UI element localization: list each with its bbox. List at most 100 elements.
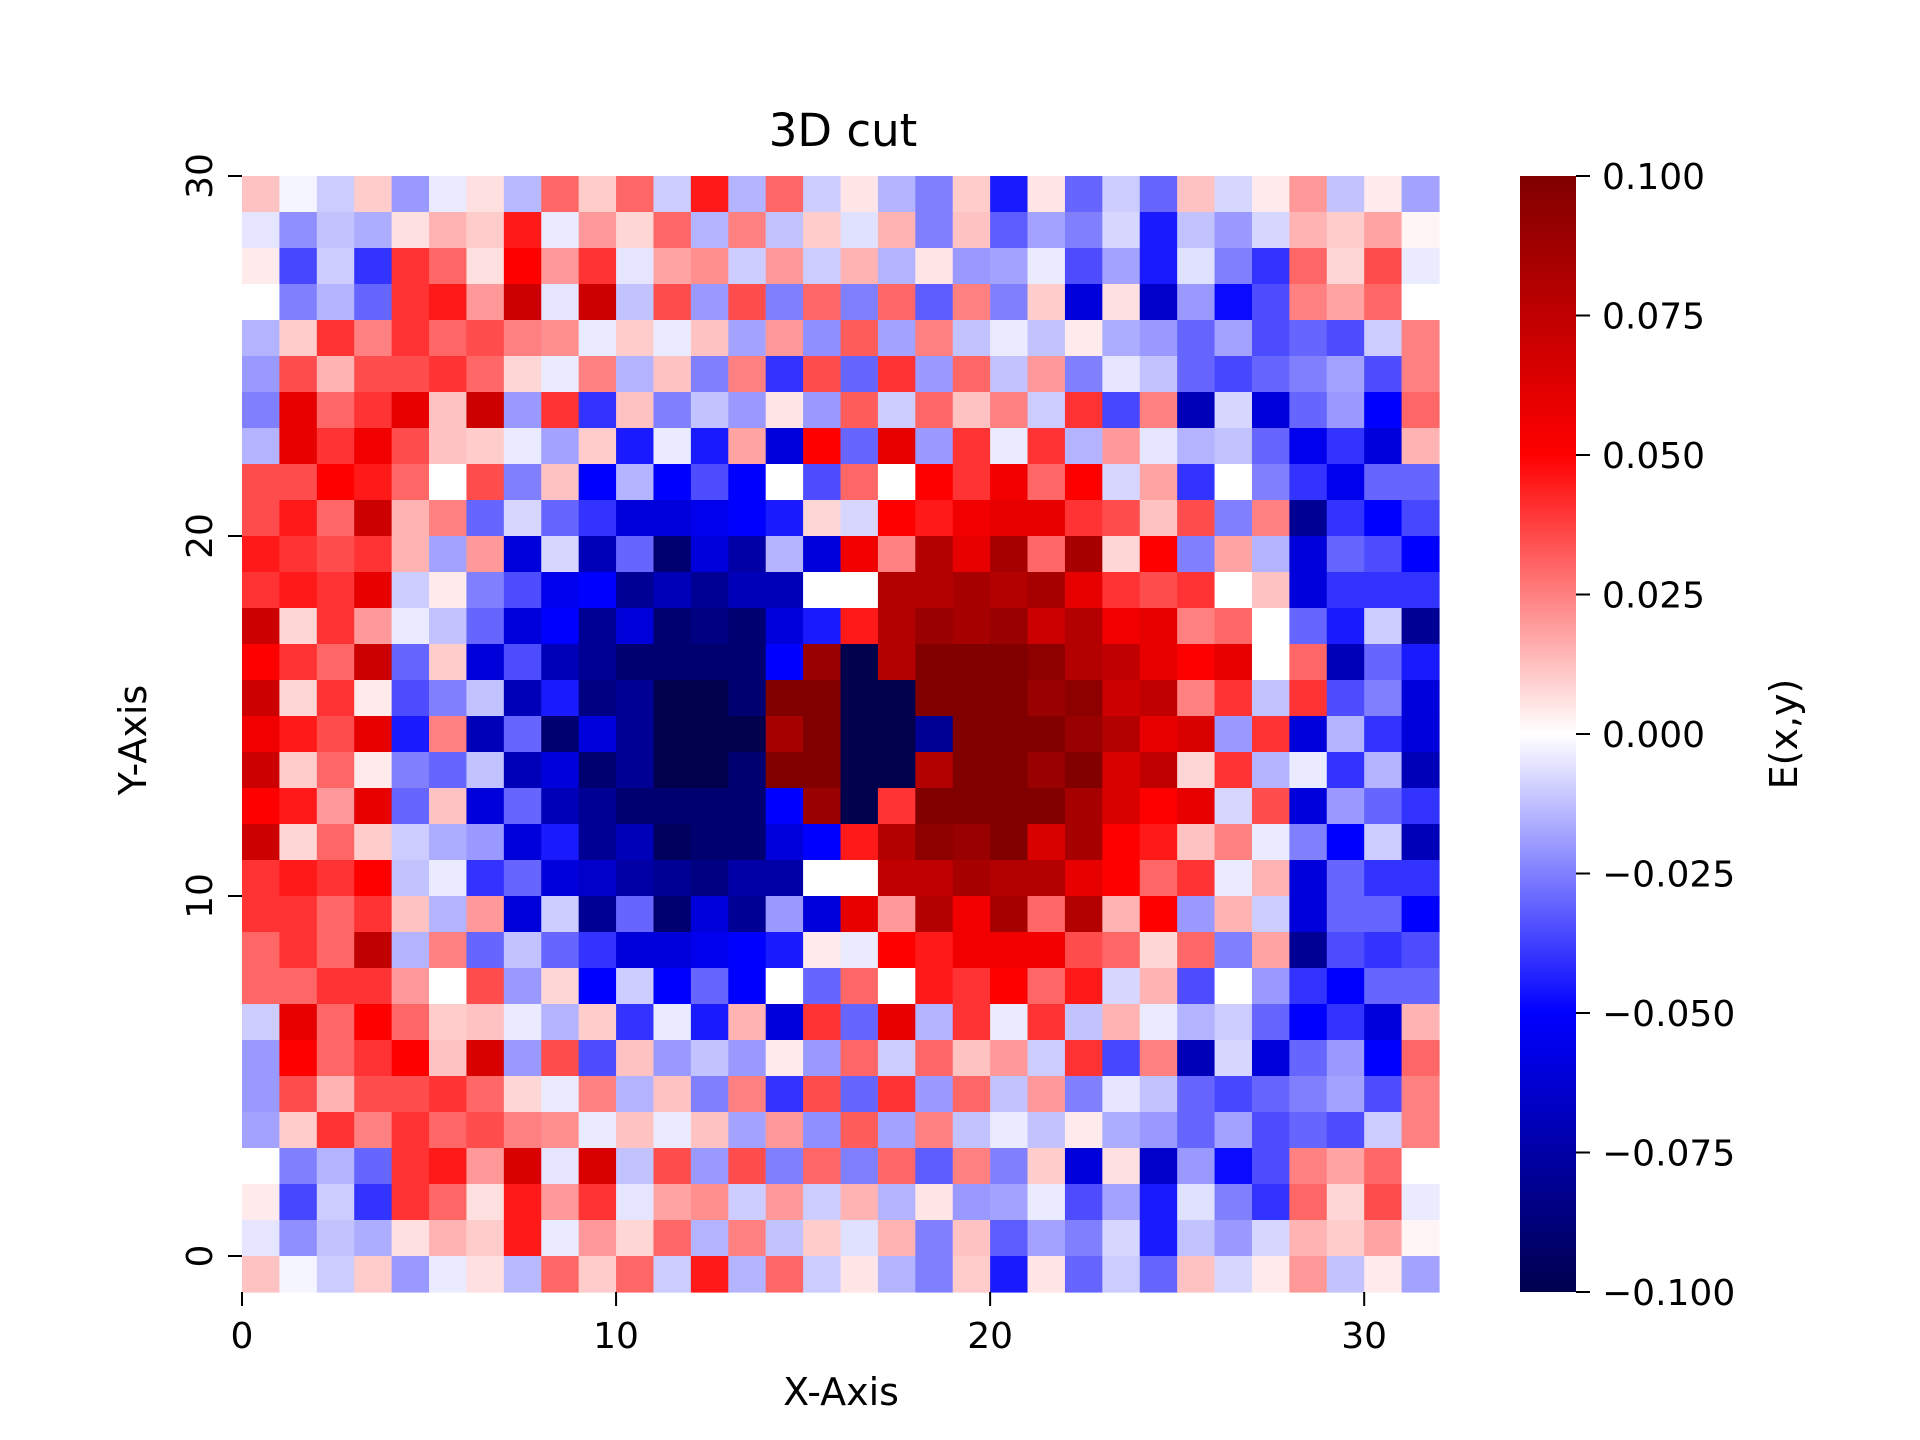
heatmap-cell <box>1064 212 1103 249</box>
heatmap-cell <box>1289 356 1328 393</box>
heatmap-cells <box>242 176 1440 1293</box>
heatmap-cell <box>1289 1184 1328 1221</box>
heatmap-cell <box>279 572 318 609</box>
heatmap-cell <box>1289 1256 1328 1293</box>
heatmap-cell <box>1289 1148 1328 1185</box>
heatmap-cell <box>279 1040 318 1077</box>
heatmap-cell <box>391 1076 430 1113</box>
heatmap-cell <box>690 1256 729 1293</box>
heatmap-cell <box>242 284 281 321</box>
heatmap-cell <box>1401 752 1440 789</box>
heatmap-cell <box>1289 680 1328 717</box>
heatmap-cell <box>541 752 580 789</box>
heatmap-cell <box>578 1076 617 1113</box>
heatmap-cell <box>690 392 729 429</box>
heatmap-cell <box>915 500 954 537</box>
heatmap-cell <box>1401 536 1440 573</box>
heatmap-cell <box>1214 572 1253 609</box>
heatmap-cell <box>1289 248 1328 285</box>
heatmap-cell <box>316 176 355 213</box>
heatmap-cell <box>915 752 954 789</box>
heatmap-cell <box>466 212 505 249</box>
heatmap-cell <box>990 788 1029 825</box>
heatmap-cell <box>990 464 1029 501</box>
heatmap-cell <box>1364 536 1403 573</box>
heatmap-cell <box>1326 932 1365 969</box>
heatmap-cell <box>242 1256 281 1293</box>
heatmap-cell <box>391 284 430 321</box>
heatmap-cell <box>1289 572 1328 609</box>
heatmap-cell <box>690 500 729 537</box>
heatmap-cell <box>1139 572 1178 609</box>
heatmap-cell <box>952 1256 991 1293</box>
heatmap-cell <box>1177 1148 1216 1185</box>
heatmap-cell <box>877 1220 916 1257</box>
heatmap-cell <box>391 428 430 465</box>
heatmap-cell <box>541 788 580 825</box>
heatmap-cell <box>1102 1040 1141 1077</box>
heatmap-cell <box>1139 1220 1178 1257</box>
heatmap-cell <box>1289 932 1328 969</box>
heatmap-cell <box>466 572 505 609</box>
heatmap-cell <box>990 932 1029 969</box>
heatmap-cell <box>1027 320 1066 357</box>
heatmap-cell <box>1027 1184 1066 1221</box>
heatmap-cell <box>1064 1112 1103 1149</box>
heatmap-cell <box>1177 716 1216 753</box>
heatmap-cell <box>1214 536 1253 573</box>
heatmap-cell <box>765 1040 804 1077</box>
heatmap-cell <box>1401 284 1440 321</box>
heatmap-cell <box>1139 752 1178 789</box>
heatmap-cell <box>803 644 842 681</box>
heatmap-cell <box>840 1148 879 1185</box>
heatmap-cell <box>653 824 692 861</box>
heatmap-cell <box>803 1112 842 1149</box>
heatmap-cell <box>279 356 318 393</box>
heatmap-cell <box>466 428 505 465</box>
heatmap-cell <box>354 680 393 717</box>
heatmap-cell <box>616 1004 655 1041</box>
heatmap-cell <box>1102 716 1141 753</box>
heatmap-cell <box>279 1004 318 1041</box>
heatmap-cell <box>1177 788 1216 825</box>
heatmap-cell <box>541 248 580 285</box>
heatmap-cell <box>840 1220 879 1257</box>
heatmap-cell <box>1401 392 1440 429</box>
heatmap-cell <box>279 644 318 681</box>
heatmap-cell <box>1064 644 1103 681</box>
heatmap-cell <box>616 1112 655 1149</box>
heatmap-cell <box>990 536 1029 573</box>
heatmap-cell <box>1027 608 1066 645</box>
heatmap-cell <box>541 968 580 1005</box>
heatmap-cell <box>840 356 879 393</box>
heatmap-cell <box>728 644 767 681</box>
heatmap-cell <box>279 932 318 969</box>
heatmap-cell <box>616 212 655 249</box>
heatmap-cell <box>952 788 991 825</box>
heatmap-cell <box>840 1112 879 1149</box>
heatmap-cell <box>1251 1256 1290 1293</box>
heatmap-cell <box>915 1256 954 1293</box>
colorbar-tick-label: −0.075 <box>1602 1134 1735 1175</box>
heatmap-cell <box>1214 464 1253 501</box>
heatmap-cell <box>391 932 430 969</box>
heatmap-cell <box>690 788 729 825</box>
heatmap-cell <box>1364 1184 1403 1221</box>
heatmap-cell <box>803 680 842 717</box>
heatmap-cell <box>429 932 468 969</box>
heatmap-cell <box>690 428 729 465</box>
heatmap-cell <box>1401 1148 1440 1185</box>
heatmap-cell <box>429 500 468 537</box>
heatmap-cell <box>503 284 542 321</box>
heatmap-cell <box>1102 968 1141 1005</box>
heatmap-cell <box>1326 1148 1365 1185</box>
y-tick-label: 20 <box>180 513 221 559</box>
heatmap-cell <box>877 320 916 357</box>
heatmap-cell <box>316 932 355 969</box>
heatmap-cell <box>1139 824 1178 861</box>
heatmap-cell <box>765 1004 804 1041</box>
heatmap-cell <box>316 536 355 573</box>
heatmap-cell <box>503 824 542 861</box>
heatmap-cell <box>690 1220 729 1257</box>
heatmap-cell <box>1401 932 1440 969</box>
